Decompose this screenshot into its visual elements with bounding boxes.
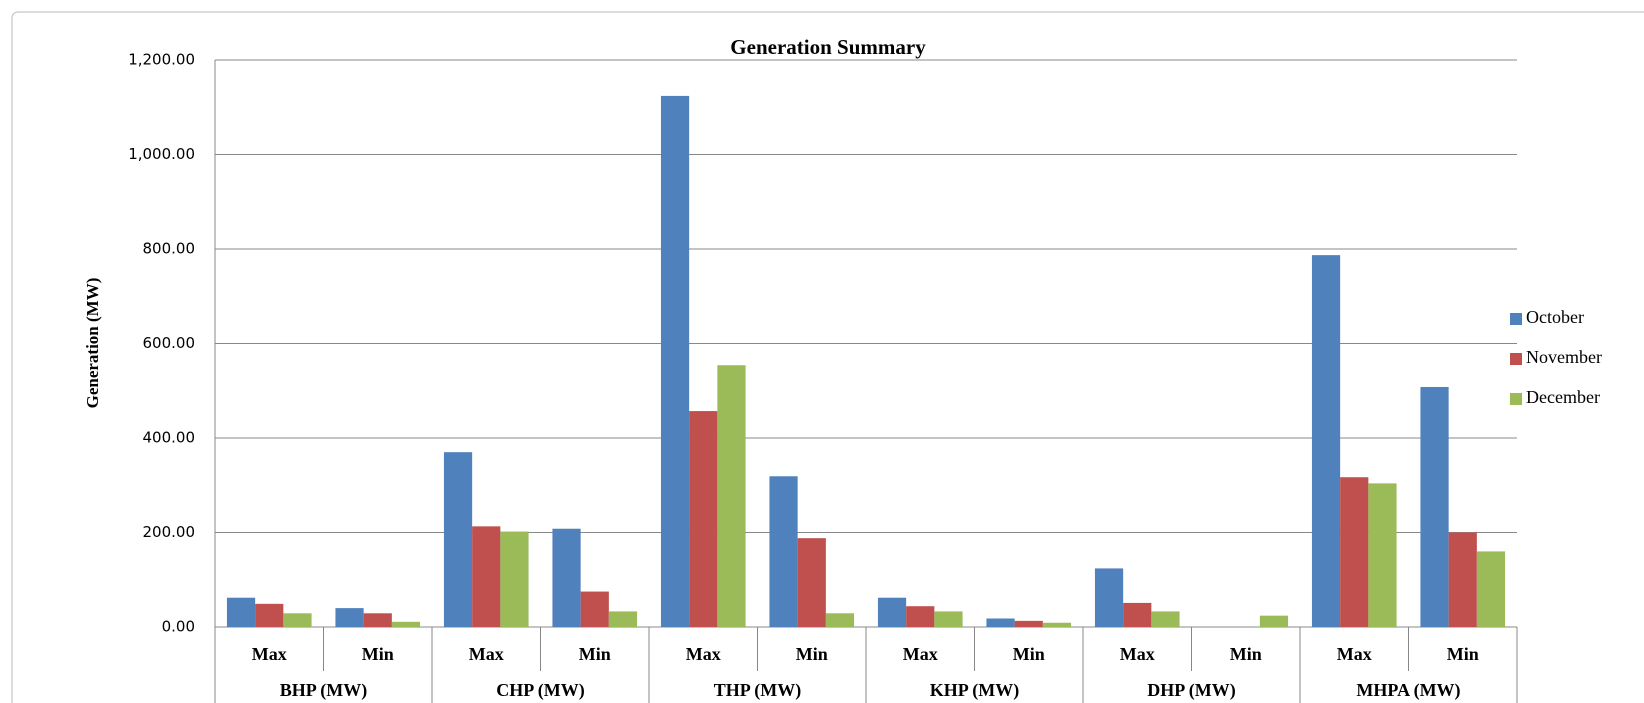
x-tick-label: Min bbox=[796, 644, 828, 664]
x-tick-label: Max bbox=[903, 644, 938, 664]
bar bbox=[1340, 477, 1369, 627]
bar bbox=[1151, 611, 1180, 627]
y-tick-label: 400.00 bbox=[143, 429, 196, 447]
x-tick-label: Min bbox=[1230, 644, 1262, 664]
bar bbox=[877, 597, 907, 627]
x-tick-label: Max bbox=[686, 644, 721, 664]
bar bbox=[825, 613, 855, 627]
legend-label: October bbox=[1526, 307, 1584, 327]
bar bbox=[717, 365, 746, 627]
bar bbox=[608, 611, 638, 627]
bar bbox=[363, 613, 392, 627]
legend-label: December bbox=[1526, 387, 1600, 407]
bar bbox=[391, 621, 421, 627]
bar bbox=[580, 591, 609, 627]
bar bbox=[1476, 551, 1506, 627]
bar bbox=[1311, 255, 1341, 627]
bar bbox=[769, 476, 798, 627]
group-label: DHP (MW) bbox=[1147, 680, 1235, 701]
y-tick-label: 600.00 bbox=[143, 334, 196, 352]
legend-label: November bbox=[1526, 347, 1602, 367]
x-tick-label: Max bbox=[1120, 644, 1155, 664]
x-tick-label: Min bbox=[1013, 644, 1045, 664]
y-tick-label: 1,200.00 bbox=[128, 51, 195, 69]
legend-swatch bbox=[1510, 353, 1522, 365]
bar bbox=[1042, 622, 1072, 627]
y-tick-label: 0.00 bbox=[162, 618, 195, 636]
chart-title: Generation Summary bbox=[730, 35, 926, 59]
bar bbox=[500, 531, 529, 627]
bar bbox=[1014, 620, 1043, 627]
group-label: THP (MW) bbox=[714, 680, 802, 701]
y-tick-label: 1,000.00 bbox=[128, 145, 195, 163]
x-tick-label: Max bbox=[469, 644, 504, 664]
y-tick-label: 800.00 bbox=[143, 240, 196, 258]
x-tick-label: Min bbox=[579, 644, 611, 664]
group-label: KHP (MW) bbox=[930, 680, 1019, 701]
x-tick-label: Min bbox=[1447, 644, 1479, 664]
bar bbox=[226, 597, 256, 627]
x-tick-label: Max bbox=[1337, 644, 1372, 664]
group-label: CHP (MW) bbox=[496, 680, 584, 701]
bar bbox=[797, 538, 826, 627]
bar bbox=[255, 603, 284, 627]
bar bbox=[1448, 532, 1477, 627]
bar bbox=[283, 613, 312, 627]
legend-swatch bbox=[1510, 313, 1522, 325]
bar bbox=[472, 526, 501, 627]
y-axis-title: Generation (MW) bbox=[83, 278, 102, 409]
bar bbox=[1368, 483, 1397, 627]
bar bbox=[335, 608, 364, 627]
bar bbox=[443, 452, 473, 627]
bar bbox=[689, 411, 718, 627]
bar bbox=[552, 528, 581, 627]
x-tick-label: Max bbox=[252, 644, 287, 664]
bar bbox=[660, 95, 690, 627]
bar bbox=[1259, 615, 1289, 627]
x-tick-label: Min bbox=[362, 644, 394, 664]
group-label: MHPA (MW) bbox=[1356, 680, 1460, 701]
group-label: BHP (MW) bbox=[280, 680, 368, 701]
bar bbox=[1123, 602, 1152, 627]
chart-border bbox=[11, 11, 1644, 703]
bar bbox=[1420, 386, 1449, 627]
bar bbox=[934, 611, 963, 627]
y-tick-label: 200.00 bbox=[143, 523, 196, 541]
legend-swatch bbox=[1510, 393, 1522, 405]
bar bbox=[906, 606, 935, 627]
bar bbox=[1094, 568, 1124, 627]
bar bbox=[986, 618, 1015, 627]
